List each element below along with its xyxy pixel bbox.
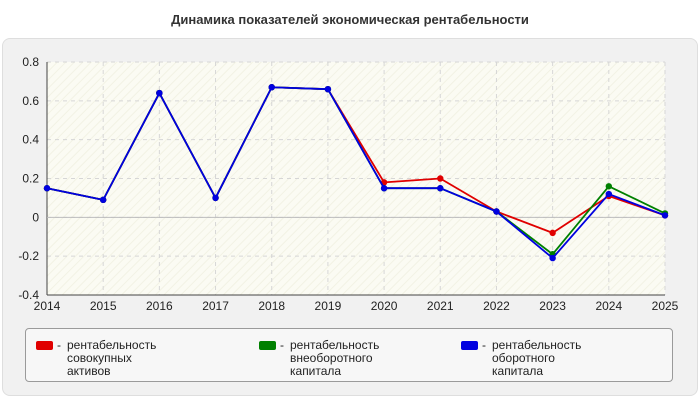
x-tick-label: 2018 (258, 299, 285, 313)
data-point (212, 194, 219, 202)
x-tick-label: 2015 (90, 299, 117, 313)
y-tick-label: -0.4 (18, 288, 39, 302)
legend-label-line2: активов (67, 364, 111, 378)
legend-dash: - (482, 338, 486, 352)
legend-dash: - (57, 338, 61, 352)
legend-label-line1: рентабельность (290, 338, 380, 352)
data-point (549, 229, 556, 237)
legend-label-line1: рентабельность оборотного (492, 338, 582, 365)
legend-label-line1: рентабельность совокупных (67, 338, 157, 365)
y-tick-label: 0.4 (22, 133, 39, 147)
legend-label: рентабельность внеоборотного капитала (290, 339, 379, 378)
legend-label: рентабельность оборотного капитала (492, 339, 581, 378)
data-point (605, 183, 613, 190)
data-point (549, 254, 556, 262)
y-tick-label: 0.8 (22, 55, 39, 69)
y-tick-label: -0.2 (18, 249, 39, 263)
x-tick-label: 2022 (483, 299, 510, 313)
x-tick-label: 2017 (202, 299, 229, 313)
plot-hatch (47, 62, 665, 295)
y-tick-label: 0.2 (22, 172, 39, 186)
x-tick-label: 2024 (595, 299, 622, 313)
data-point (156, 89, 163, 97)
x-tick-label: 2025 (652, 299, 679, 313)
legend-label-line2: капитала (492, 364, 544, 378)
data-point (99, 196, 107, 204)
data-point (437, 185, 444, 192)
data-point (380, 185, 388, 192)
x-tick-label: 2016 (146, 299, 173, 313)
x-tick-label: 2014 (34, 299, 61, 313)
legend-dash: - (280, 338, 284, 352)
legend-swatch-green (259, 341, 276, 350)
legend-label-line2: внеоборотного капитала (290, 351, 373, 378)
data-point (268, 84, 275, 91)
x-tick-label: 2021 (427, 299, 454, 313)
legend-label: рентабельность совокупных активов (67, 339, 156, 378)
y-tick-label: 0.6 (22, 94, 39, 108)
data-point (43, 185, 51, 192)
legend-swatch-blue (461, 341, 478, 350)
data-point (605, 190, 613, 198)
y-tick-label: 0 (32, 210, 39, 224)
legend: - рентабельность совокупных активов - ре… (25, 328, 673, 382)
x-tick-label: 2020 (371, 299, 398, 313)
data-point (324, 85, 332, 93)
x-tick-label: 2023 (539, 299, 566, 313)
data-point (661, 212, 669, 219)
legend-swatch-red (36, 341, 53, 350)
x-tick-label: 2019 (315, 299, 342, 313)
data-point (437, 175, 444, 182)
series-line-3 (46, 86, 666, 260)
data-point (493, 208, 500, 215)
chart-title: Динамика показателей экономическая рента… (171, 12, 529, 27)
